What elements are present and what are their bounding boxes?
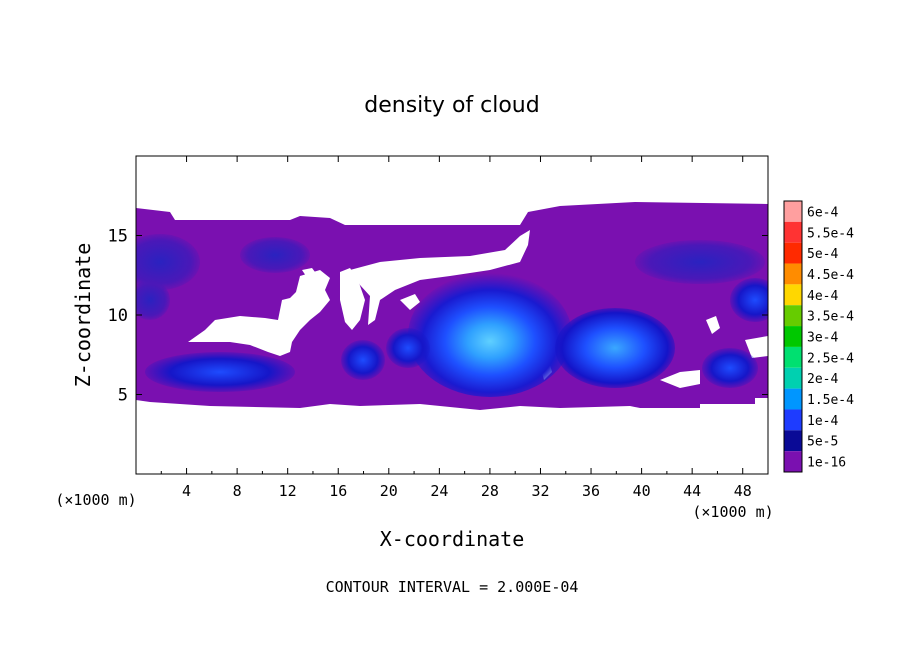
y-axis: 5 10 15	[108, 227, 768, 406]
colorbar-swatch	[784, 430, 802, 452]
x-tick-label: 36	[582, 482, 600, 500]
x-tick-label: 8	[233, 482, 242, 500]
colorbar-label: 1e-4	[807, 414, 838, 429]
y-tick-label: 15	[108, 227, 128, 247]
colorbar-swatch	[784, 326, 802, 347]
colorbar-swatch	[784, 388, 802, 410]
x-tick-label: 32	[531, 482, 549, 500]
x-tick-label: 16	[329, 482, 347, 500]
colorbar-label: 5.5e-4	[807, 226, 854, 241]
x-axis-label: X-coordinate	[380, 527, 525, 551]
y-tick-label: 10	[108, 306, 128, 326]
core-upper-left	[136, 234, 200, 290]
colorbar-label: 3e-4	[807, 331, 838, 346]
x-tick-label: 44	[683, 482, 701, 500]
core-right	[555, 308, 675, 388]
colorbar-label: 5e-5	[807, 435, 838, 450]
colorbar-label: 1.5e-4	[807, 393, 854, 408]
colorbar-label: 2.5e-4	[807, 351, 854, 366]
core-upper-right	[635, 240, 765, 284]
chart-title: density of cloud	[364, 93, 539, 118]
core-far-left	[136, 280, 170, 320]
colorbar-swatch	[784, 451, 802, 472]
y-tick-label: 5	[118, 386, 128, 406]
colorbar-label: 5e-4	[807, 247, 838, 262]
x-unit-left: (×1000 m)	[55, 491, 136, 509]
colorbar: 6e-4 5.5e-4 5e-4 4.5e-4 4e-4 3.5e-4 3e-4 2.5e-4…	[783, 200, 854, 473]
colorbar-label: 2e-4	[807, 372, 838, 387]
colorbar-swatch	[784, 263, 802, 285]
colorbar-swatch	[784, 242, 802, 264]
x-tick-label: 20	[380, 482, 398, 500]
x-tick-label: 24	[430, 482, 448, 500]
x-tick-label: 40	[633, 482, 651, 500]
colorbar-label: 1e-16	[807, 456, 846, 471]
colorbar-swatch	[784, 221, 802, 243]
core-far-right	[730, 278, 768, 322]
x-unit-right: (×1000 m)	[692, 503, 773, 521]
core-left	[145, 352, 295, 392]
core-right-edge	[702, 348, 758, 388]
core-16km	[341, 340, 385, 380]
contour-field	[136, 202, 768, 410]
colorbar-label: 3.5e-4	[807, 310, 854, 325]
colorbar-label: 4e-4	[807, 289, 838, 304]
contour-interval-note: CONTOUR INTERVAL = 2.000E-04	[326, 578, 579, 596]
x-tick-label: 48	[734, 482, 752, 500]
colorbar-label: 4.5e-4	[807, 268, 854, 283]
x-axis: 4 8 12 16 20 24 28 32 36 40 44 48	[160, 156, 752, 500]
x-tick-label: 28	[481, 482, 499, 500]
colorbar-swatch	[784, 346, 802, 368]
colorbar-label: 6e-4	[807, 205, 838, 220]
y-axis-label: Z-coordinate	[71, 243, 95, 388]
x-tick-label: 4	[182, 482, 191, 500]
core-main	[408, 273, 572, 397]
core-20km	[386, 328, 430, 368]
core-upper-mid	[240, 237, 310, 273]
colorbar-swatch	[784, 409, 802, 431]
colorbar-swatch	[784, 201, 802, 222]
colorbar-swatch	[784, 367, 802, 389]
colorbar-swatch	[784, 305, 802, 327]
colorbar-frame	[783, 200, 803, 473]
colorbar-swatch	[784, 284, 802, 306]
x-tick-label: 12	[279, 482, 297, 500]
